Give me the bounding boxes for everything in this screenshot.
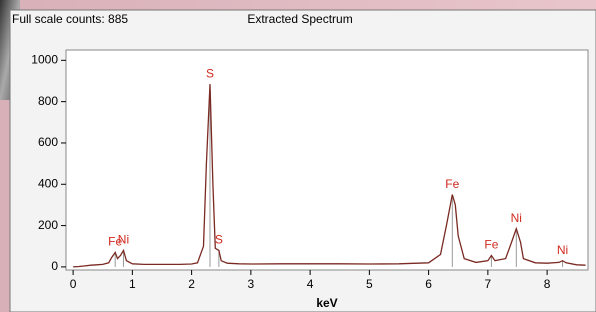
peak-label: Fe — [445, 177, 459, 191]
x-axis-label: keV — [316, 296, 337, 310]
peak-label: Ni — [557, 243, 568, 257]
header: Full scale counts: 885 — [12, 12, 128, 26]
peak-label: S — [206, 66, 214, 80]
plot-area — [66, 50, 588, 270]
y-tick-label: 1000 — [31, 53, 58, 67]
y-tick-label: 0 — [51, 259, 58, 273]
chart-title: Extracted Spectrum — [247, 12, 352, 26]
peak-label: Ni — [511, 211, 522, 225]
page: {"chart_data": { "type": "line", "header… — [0, 0, 596, 312]
y-tick-label: 800 — [38, 94, 58, 108]
x-tick-label: 3 — [248, 277, 255, 291]
x-tick-label: 8 — [544, 277, 551, 291]
chart: Full scale counts: 885 Extracted Spectru… — [0, 0, 596, 312]
x-tick-label: 1 — [129, 277, 136, 291]
x-tick-label: 5 — [366, 277, 373, 291]
x-tick-label: 0 — [70, 277, 77, 291]
peak-label: Fe — [484, 238, 498, 252]
y-tick-label: 200 — [38, 218, 58, 232]
x-tick-label: 4 — [307, 277, 314, 291]
x-tick-label: 2 — [188, 277, 195, 291]
peak-label: Ni — [118, 233, 129, 247]
x-tick-label: 7 — [485, 277, 492, 291]
x-tick-label: 6 — [425, 277, 432, 291]
peak-label: S — [215, 233, 223, 247]
y-tick-label: 600 — [38, 135, 58, 149]
y-tick-label: 400 — [38, 176, 58, 190]
